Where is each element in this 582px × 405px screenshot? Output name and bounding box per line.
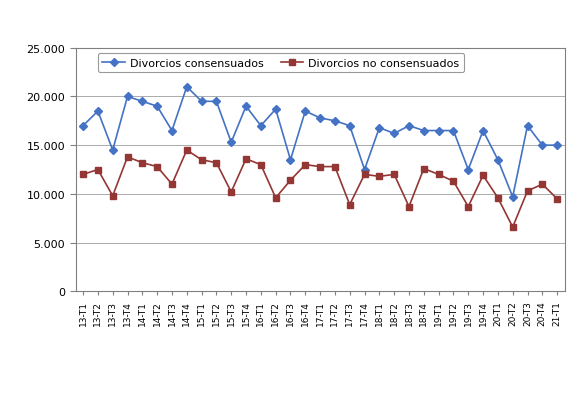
Divorcios no consensuados bbox=[361, 173, 368, 177]
Divorcios consensuados bbox=[361, 168, 368, 173]
Divorcios consensuados bbox=[124, 95, 131, 100]
Divorcios consensuados bbox=[109, 148, 116, 153]
Divorcios consensuados bbox=[524, 124, 531, 129]
Divorcios no consensuados bbox=[109, 194, 116, 199]
Divorcios no consensuados bbox=[450, 179, 457, 184]
Divorcios no consensuados bbox=[287, 178, 294, 183]
Divorcios consensuados bbox=[302, 109, 309, 114]
Divorcios consensuados bbox=[183, 85, 190, 90]
Divorcios consensuados bbox=[420, 129, 427, 134]
Divorcios no consensuados bbox=[406, 205, 413, 209]
Divorcios no consensuados bbox=[139, 161, 146, 166]
Divorcios consensuados bbox=[539, 143, 546, 148]
Divorcios consensuados bbox=[94, 109, 101, 114]
Divorcios no consensuados bbox=[465, 205, 472, 209]
Legend: Divorcios consensuados, Divorcios no consensuados: Divorcios consensuados, Divorcios no con… bbox=[98, 54, 464, 73]
Divorcios no consensuados bbox=[302, 163, 309, 168]
Line: Divorcios consensuados: Divorcios consensuados bbox=[80, 85, 560, 200]
Divorcios no consensuados bbox=[420, 167, 427, 172]
Divorcios consensuados bbox=[168, 129, 175, 134]
Divorcios consensuados bbox=[346, 124, 353, 129]
Divorcios consensuados bbox=[317, 116, 324, 121]
Divorcios consensuados bbox=[391, 132, 398, 136]
Divorcios consensuados bbox=[213, 100, 220, 104]
Divorcios no consensuados bbox=[213, 161, 220, 166]
Divorcios no consensuados bbox=[272, 196, 279, 201]
Divorcios no consensuados bbox=[435, 173, 442, 177]
Divorcios consensuados bbox=[450, 129, 457, 134]
Divorcios no consensuados bbox=[168, 182, 175, 187]
Divorcios consensuados bbox=[287, 158, 294, 163]
Divorcios consensuados bbox=[272, 107, 279, 112]
Divorcios no consensuados bbox=[80, 173, 87, 177]
Divorcios no consensuados bbox=[494, 196, 501, 201]
Divorcios consensuados bbox=[509, 195, 516, 200]
Divorcios no consensuados bbox=[243, 157, 250, 162]
Divorcios consensuados bbox=[154, 104, 161, 109]
Divorcios no consensuados bbox=[331, 165, 338, 170]
Divorcios no consensuados bbox=[539, 182, 546, 187]
Divorcios no consensuados bbox=[257, 163, 264, 168]
Divorcios consensuados bbox=[435, 129, 442, 134]
Divorcios no consensuados bbox=[391, 173, 398, 177]
Divorcios consensuados bbox=[139, 100, 146, 104]
Divorcios consensuados bbox=[553, 143, 560, 148]
Divorcios consensuados bbox=[376, 126, 383, 131]
Divorcios consensuados bbox=[331, 119, 338, 124]
Divorcios consensuados bbox=[198, 100, 205, 104]
Divorcios consensuados bbox=[465, 168, 472, 173]
Divorcios no consensuados bbox=[198, 158, 205, 163]
Divorcios no consensuados bbox=[509, 225, 516, 230]
Divorcios consensuados bbox=[228, 141, 235, 145]
Divorcios no consensuados bbox=[94, 168, 101, 173]
Divorcios consensuados bbox=[494, 158, 501, 163]
Divorcios no consensuados bbox=[317, 165, 324, 170]
Divorcios no consensuados bbox=[154, 165, 161, 170]
Divorcios no consensuados bbox=[376, 175, 383, 179]
Divorcios consensuados bbox=[480, 129, 487, 134]
Divorcios no consensuados bbox=[524, 189, 531, 194]
Divorcios no consensuados bbox=[346, 202, 353, 207]
Divorcios no consensuados bbox=[553, 197, 560, 202]
Divorcios consensuados bbox=[406, 124, 413, 129]
Divorcios no consensuados bbox=[480, 173, 487, 178]
Divorcios consensuados bbox=[257, 124, 264, 129]
Divorcios consensuados bbox=[80, 124, 87, 129]
Divorcios no consensuados bbox=[183, 148, 190, 153]
Line: Divorcios no consensuados: Divorcios no consensuados bbox=[80, 148, 560, 230]
Divorcios no consensuados bbox=[228, 190, 235, 195]
Divorcios no consensuados bbox=[124, 155, 131, 160]
Divorcios consensuados bbox=[243, 104, 250, 109]
